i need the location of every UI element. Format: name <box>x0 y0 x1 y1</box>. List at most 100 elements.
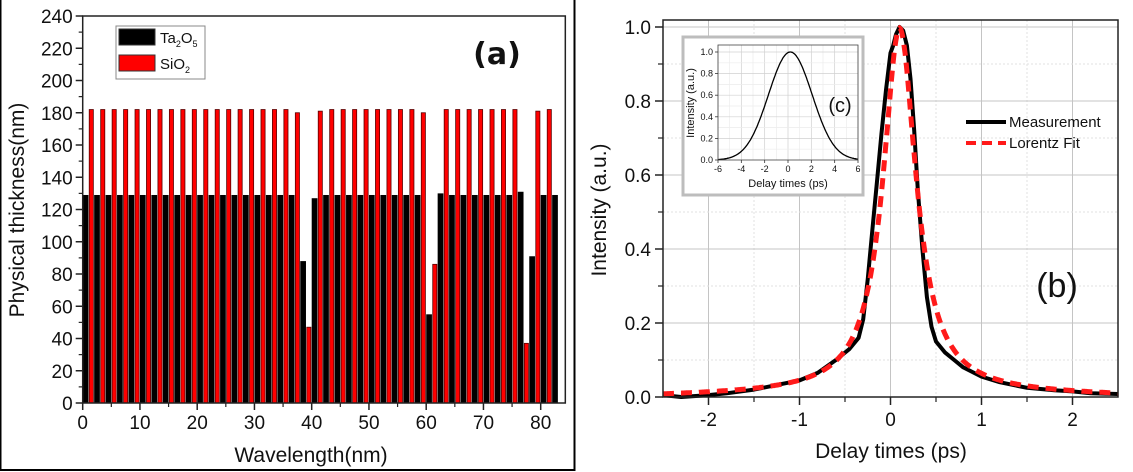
bar-sio2-layer <box>432 263 438 404</box>
bar-ta2o5-layer <box>208 194 215 403</box>
legend-label-measurement: Measurement <box>1009 114 1102 131</box>
bar-ta2o5-layer <box>185 194 192 403</box>
b-x-tick-label: 1 <box>976 410 987 431</box>
bar-sio2-layer <box>88 109 94 404</box>
a-y-axis-title: Physical thickness(nm) <box>6 103 29 318</box>
bar-ta2o5-layer <box>277 194 284 403</box>
c-y-axis: 0.0 0.2 0.4 0.6 0.8 1.0 <box>700 47 718 165</box>
c-x-tick-label: 4 <box>832 164 837 174</box>
bar-sio2-layer <box>191 109 197 404</box>
c-y-axis-title: Intensity (a.u.) <box>685 68 697 138</box>
a-x-axis: 0 10 20 30 40 50 60 70 80 <box>77 403 551 434</box>
bar-sio2-layer <box>272 109 277 404</box>
bar-sio2-layer <box>523 342 529 404</box>
bar-ta2o5-layer <box>311 198 318 403</box>
c-y-tick-label: 0.2 <box>700 133 713 143</box>
bar-sio2-layer <box>306 326 312 404</box>
bar-ta2o5-layer <box>220 194 226 403</box>
bar-ta2o5-layer <box>391 194 398 403</box>
bar-sio2-layer <box>329 109 335 404</box>
bar-ta2o5-layer <box>357 194 364 403</box>
bar-ta2o5-layer <box>265 194 272 403</box>
bar-ta2o5-layer <box>449 194 455 403</box>
a-x-tick-label: 40 <box>301 413 322 434</box>
b-x-tick-label: 0 <box>885 410 896 431</box>
bar-ta2o5-layer <box>128 194 135 403</box>
a-y-tick-label: 40 <box>52 330 73 351</box>
c-y-tick-label: 0.4 <box>700 112 713 122</box>
bar-ta2o5-layer <box>323 194 329 403</box>
a-y-axis: 0 20 40 60 80 100 120 140 160 180 200 220 240 <box>41 7 83 415</box>
c-series-group <box>717 51 858 161</box>
a-x-tick-label: 80 <box>530 413 551 434</box>
bar-sio2-layer <box>535 110 541 404</box>
bar-sio2-layer <box>409 109 415 404</box>
c-x-axis-title: Delay times (ps) <box>748 178 827 190</box>
a-x-tick-label: 30 <box>244 413 265 434</box>
c-y-tick-label: 0.0 <box>700 155 713 165</box>
c-x-tick-label: -6 <box>714 164 722 174</box>
bar-sio2-layer <box>397 109 403 404</box>
a-x-tick-label: 10 <box>129 413 150 434</box>
series-autocorrelation <box>717 51 858 161</box>
bar-ta2o5-layer <box>403 194 410 403</box>
a-y-tick-label: 0 <box>62 394 73 415</box>
bar-sio2-layer <box>455 109 461 404</box>
bar-sio2-layer <box>501 109 506 404</box>
bar-sio2-layer <box>478 109 484 404</box>
bar-ta2o5-layer <box>529 256 535 403</box>
bar-sio2-layer <box>214 109 220 404</box>
a-x-tick-label: 60 <box>416 413 437 434</box>
b-x-tick-label: -2 <box>700 410 717 431</box>
a-x-tick-label: 50 <box>358 413 379 434</box>
bar-ta2o5-layer <box>483 194 490 403</box>
bar-ta2o5-layer <box>162 194 169 403</box>
b-y-tick-label: 0.6 <box>625 166 651 187</box>
b-series-group <box>662 24 1119 399</box>
panel-label-c: (c) <box>828 95 851 117</box>
bar-sio2-layer <box>168 109 174 404</box>
bar-ta2o5-layer <box>243 194 249 403</box>
panel-label-a: (a) <box>473 37 521 72</box>
bar-ta2o5-layer <box>460 194 467 403</box>
bar-ta2o5-layer <box>254 194 261 403</box>
bar-sio2-layer <box>340 109 346 404</box>
bar-ta2o5-layer <box>174 194 181 403</box>
c-y-tick-label: 1.0 <box>700 47 713 57</box>
b-y-tick-label: 0.4 <box>625 240 652 261</box>
c-x-tick-label: 2 <box>809 164 814 174</box>
series-lorentz-fit <box>663 24 1119 397</box>
bar-sio2-layer <box>134 109 140 404</box>
panel-a-frame <box>0 0 576 471</box>
a-x-tick-label: 0 <box>77 413 88 434</box>
legend-swatch-sio2 <box>118 54 156 72</box>
bar-ta2o5-layer <box>472 194 478 403</box>
a-y-tick-label: 100 <box>41 233 73 254</box>
bar-sio2-layer <box>512 109 518 404</box>
b-legend: Measurement Lorentz Fit <box>966 114 1102 152</box>
a-y-tick-label: 140 <box>41 168 73 189</box>
legend-label-ta2o5: Ta2O5 <box>160 30 198 49</box>
panel-label-b: (b) <box>1036 267 1078 305</box>
c-x-tick-label: -2 <box>761 164 769 174</box>
a-x-axis-title: Wavelength(nm) <box>234 444 387 467</box>
bar-ta2o5-layer <box>506 194 513 403</box>
a-y-tick-label: 240 <box>41 7 73 28</box>
c-x-tick-label: 6 <box>855 164 860 174</box>
bar-ta2o5-layer <box>517 191 524 403</box>
b-y-tick-label: 0.0 <box>625 388 651 409</box>
bar-ta2o5-layer <box>552 194 558 403</box>
a-y-tick-label: 80 <box>52 265 73 286</box>
bar-sio2-layer <box>375 109 381 404</box>
a-y-tick-label: 220 <box>41 39 73 60</box>
b-y-tick-label: 0.8 <box>625 92 651 113</box>
bar-sio2-layer <box>420 112 426 404</box>
a-bars-group <box>82 109 558 404</box>
bar-ta2o5-layer <box>139 194 146 403</box>
a-y-tick-label: 180 <box>41 104 73 125</box>
bar-ta2o5-layer <box>368 194 375 403</box>
bar-ta2o5-layer <box>426 314 432 403</box>
c-y-tick-label: 0.6 <box>700 90 713 100</box>
bar-sio2-layer <box>111 109 117 404</box>
